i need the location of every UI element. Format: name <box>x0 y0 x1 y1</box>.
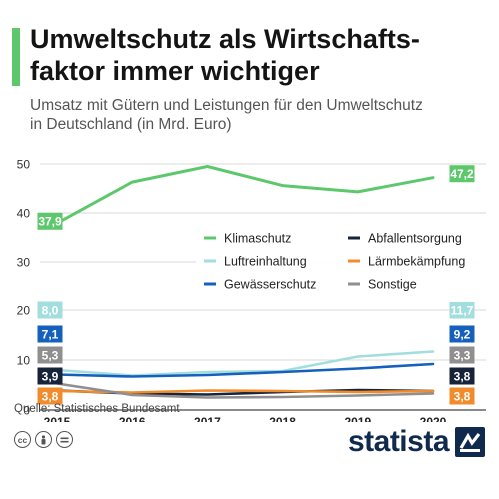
statista-logo[interactable]: statista <box>348 425 485 459</box>
value-label-start-sonstige-bg <box>37 346 63 364</box>
chart-title: Umweltschutz als Wirtschafts- faktor imm… <box>30 23 490 87</box>
value-label-start-abfallentsorgung: 3,9 <box>42 369 59 383</box>
series-line-klimaschutz <box>55 165 435 225</box>
value-label-end-lärmbekämpfung: 3,8 <box>454 389 471 403</box>
chart-subtitle-line-2: in Deutschland (in Mrd. Euro) <box>30 116 232 133</box>
value-label-start-gewässerschutz-bg <box>37 325 63 343</box>
legend-label-gewässerschutz: Gewässerschutz <box>224 278 316 292</box>
chart-title-line-1: Umweltschutz als Wirtschafts- <box>30 24 420 54</box>
chart-title-line-2: faktor immer wichtiger <box>30 56 320 86</box>
chart-subtitle: Umsatz mit Gütern und Leistungen für den… <box>30 96 490 134</box>
legend-label-luftreinhaltung: Luftreinhaltung <box>224 255 307 269</box>
chart-subtitle-line-1: Umsatz mit Gütern und Leistungen für den… <box>30 97 423 114</box>
value-label-end-lärmbekämpfung-bg <box>449 387 475 405</box>
value-label-start-gewässerschutz: 7,1 <box>42 327 59 341</box>
value-label-start-klimaschutz-bg <box>37 212 63 230</box>
x-tick-label: 2018 <box>269 415 296 422</box>
x-tick-label: 2017 <box>194 415 221 422</box>
y-tick-label: 20 <box>17 304 31 318</box>
legend-background <box>196 222 488 302</box>
value-label-end-luftreinhaltung: 11,7 <box>451 303 474 317</box>
value-label-end-gewässerschutz: 9,2 <box>454 327 471 341</box>
value-label-start-abfallentsorgung-bg <box>37 367 63 385</box>
value-label-start-lärmbekämpfung-bg <box>37 387 63 405</box>
x-tick-label: 2020 <box>420 415 447 422</box>
y-tick-label: 30 <box>17 256 31 270</box>
y-tick-label: 50 <box>17 158 31 172</box>
y-tick-label: 10 <box>17 354 31 368</box>
source-note: Quelle: Statistisches Bundesamt <box>14 403 180 415</box>
cc-icon[interactable]: cc <box>14 431 31 448</box>
legend-label-klimaschutz: Klimaschutz <box>224 232 291 246</box>
series-line-luftreinhaltung <box>55 350 435 377</box>
value-label-end-abfallentsorgung-bg <box>449 367 475 385</box>
value-label-end-klimaschutz: 47,2 <box>450 167 474 181</box>
value-label-start-luftreinhaltung: 8,0 <box>42 303 59 317</box>
equals-icon[interactable] <box>56 431 73 448</box>
value-label-end-sonstige: 3,3 <box>454 348 471 362</box>
value-label-end-gewässerschutz-bg <box>449 325 475 343</box>
value-label-start-luftreinhaltung-bg <box>37 301 63 319</box>
line-chart: 0 10 20 30 40 50 2015 2016 2017 2018 2019 2020 37,9 4… <box>17 158 488 422</box>
value-label-start-lärmbekämpfung: 3,8 <box>42 389 59 403</box>
value-label-start-klimaschutz: 37,9 <box>38 215 62 229</box>
series-line-gewässerschutz <box>55 362 435 378</box>
value-label-end-abfallentsorgung: 3,8 <box>454 369 471 383</box>
person-icon[interactable] <box>35 431 52 448</box>
value-label-end-sonstige-bg <box>449 346 475 364</box>
x-tick-label: 2019 <box>344 415 371 422</box>
license-icons: cc <box>14 431 73 448</box>
legend-label-abfallentsorgung: Abfallentsorgung <box>368 232 462 246</box>
legend-label-lärmbekämpfung: Lärmbekämpfung <box>368 255 465 269</box>
statista-mark-icon <box>455 427 485 457</box>
legend-label-sonstige: Sonstige <box>368 278 417 292</box>
x-tick-label: 2016 <box>119 415 146 422</box>
x-tick-label: 2015 <box>44 415 71 422</box>
statista-wordmark: statista <box>347 425 450 458</box>
value-label-end-klimaschutz-bg <box>449 165 475 183</box>
title-accent-bar <box>12 28 20 86</box>
series-line-sonstige <box>55 382 435 399</box>
value-label-start-sonstige: 5,3 <box>42 348 59 362</box>
value-label-end-luftreinhaltung-bg <box>449 301 475 319</box>
y-tick-label: 40 <box>17 207 31 221</box>
y-tick-label: 0 <box>23 404 30 418</box>
